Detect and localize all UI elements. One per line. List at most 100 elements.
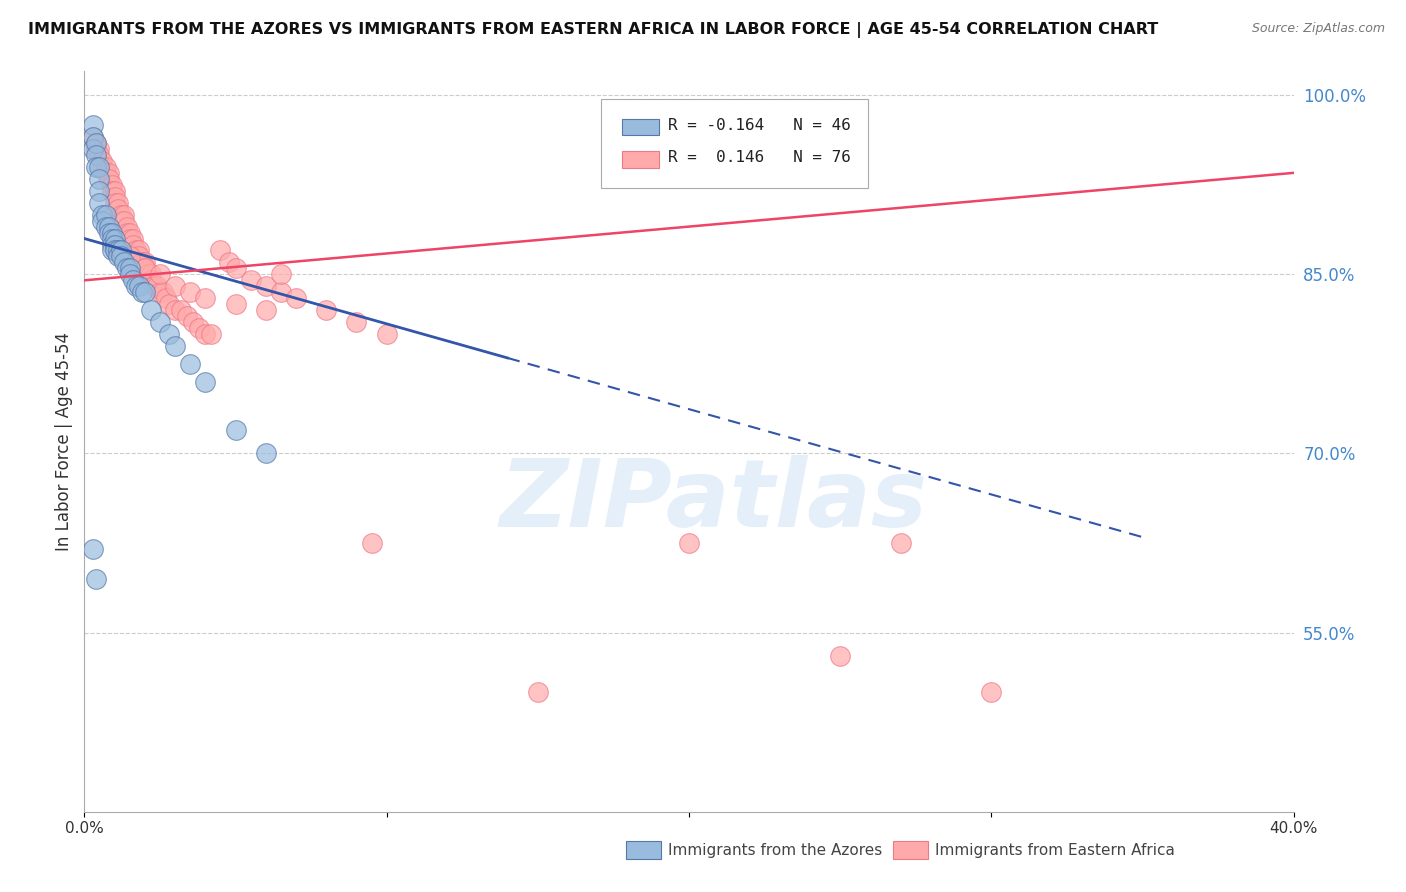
Point [157, 327, 180, 342]
Point [86, 148, 108, 162]
Point [225, 423, 247, 437]
Point [254, 303, 277, 318]
Point [165, 279, 187, 293]
Point [94, 208, 117, 222]
Point [179, 285, 201, 300]
Point [94, 219, 117, 234]
Point [155, 291, 177, 305]
Point [360, 536, 382, 550]
Point [100, 178, 122, 192]
Point [139, 268, 162, 282]
Point [239, 273, 262, 287]
Point [104, 190, 127, 204]
Point [86, 572, 108, 586]
Point [118, 226, 141, 240]
Point [86, 136, 108, 150]
Point [181, 315, 204, 329]
Point [112, 213, 135, 227]
Point [110, 208, 132, 222]
Point [890, 536, 912, 550]
Point [91, 208, 114, 222]
Point [97, 219, 120, 234]
Point [97, 226, 120, 240]
Point [830, 649, 852, 664]
Point [254, 279, 277, 293]
Point [100, 226, 122, 240]
Point [82, 130, 104, 145]
Point [139, 303, 162, 318]
Point [115, 261, 138, 276]
Point [170, 303, 193, 318]
Point [86, 142, 108, 156]
Text: Source: ZipAtlas.com: Source: ZipAtlas.com [1251, 22, 1385, 36]
Point [176, 309, 198, 323]
Point [118, 268, 141, 282]
Point [89, 184, 111, 198]
Point [125, 279, 148, 293]
Point [188, 321, 211, 335]
Point [100, 184, 122, 198]
Text: ZIPatlas: ZIPatlas [499, 455, 927, 547]
Point [136, 268, 159, 282]
Point [115, 219, 138, 234]
Point [128, 279, 150, 293]
Point [285, 291, 308, 305]
Point [89, 160, 111, 174]
Point [225, 297, 247, 311]
Point [107, 250, 129, 264]
Point [134, 261, 156, 276]
Point [149, 268, 172, 282]
Point [194, 375, 217, 389]
Point [128, 244, 150, 258]
Point [527, 685, 550, 699]
Point [134, 261, 156, 276]
Point [678, 536, 700, 550]
Point [315, 303, 337, 318]
Point [225, 261, 247, 276]
Point [125, 244, 148, 258]
FancyBboxPatch shape [623, 152, 659, 168]
Text: R =  0.146   N = 76: R = 0.146 N = 76 [668, 151, 851, 166]
Point [94, 160, 117, 174]
Point [104, 244, 127, 258]
Point [104, 244, 127, 258]
Point [110, 213, 132, 227]
Point [118, 250, 141, 264]
FancyBboxPatch shape [623, 119, 659, 135]
Point [157, 297, 180, 311]
Point [152, 285, 174, 300]
Point [107, 244, 129, 258]
Text: Immigrants from the Azores: Immigrants from the Azores [668, 843, 882, 857]
Point [91, 213, 114, 227]
Point [97, 166, 120, 180]
Bar [626, 841, 661, 859]
Point [104, 195, 127, 210]
Point [104, 237, 127, 252]
Point [209, 244, 232, 258]
Point [149, 285, 172, 300]
Point [121, 231, 143, 245]
Point [149, 315, 172, 329]
Point [82, 142, 104, 156]
Point [89, 148, 111, 162]
Point [82, 118, 104, 132]
Point [218, 255, 240, 269]
Point [121, 273, 143, 287]
Point [118, 231, 141, 245]
Point [270, 268, 292, 282]
Point [107, 202, 129, 216]
Text: Immigrants from Eastern Africa: Immigrants from Eastern Africa [935, 843, 1175, 857]
Point [89, 142, 111, 156]
Text: IMMIGRANTS FROM THE AZORES VS IMMIGRANTS FROM EASTERN AFRICA IN LABOR FORCE | AG: IMMIGRANTS FROM THE AZORES VS IMMIGRANTS… [28, 22, 1159, 38]
Point [346, 315, 368, 329]
Point [139, 273, 162, 287]
Point [86, 136, 108, 150]
Point [115, 226, 138, 240]
Point [254, 446, 277, 460]
Point [131, 255, 153, 269]
Point [142, 279, 165, 293]
Point [194, 327, 217, 342]
Point [107, 195, 129, 210]
FancyBboxPatch shape [600, 99, 868, 188]
Point [980, 685, 1002, 699]
